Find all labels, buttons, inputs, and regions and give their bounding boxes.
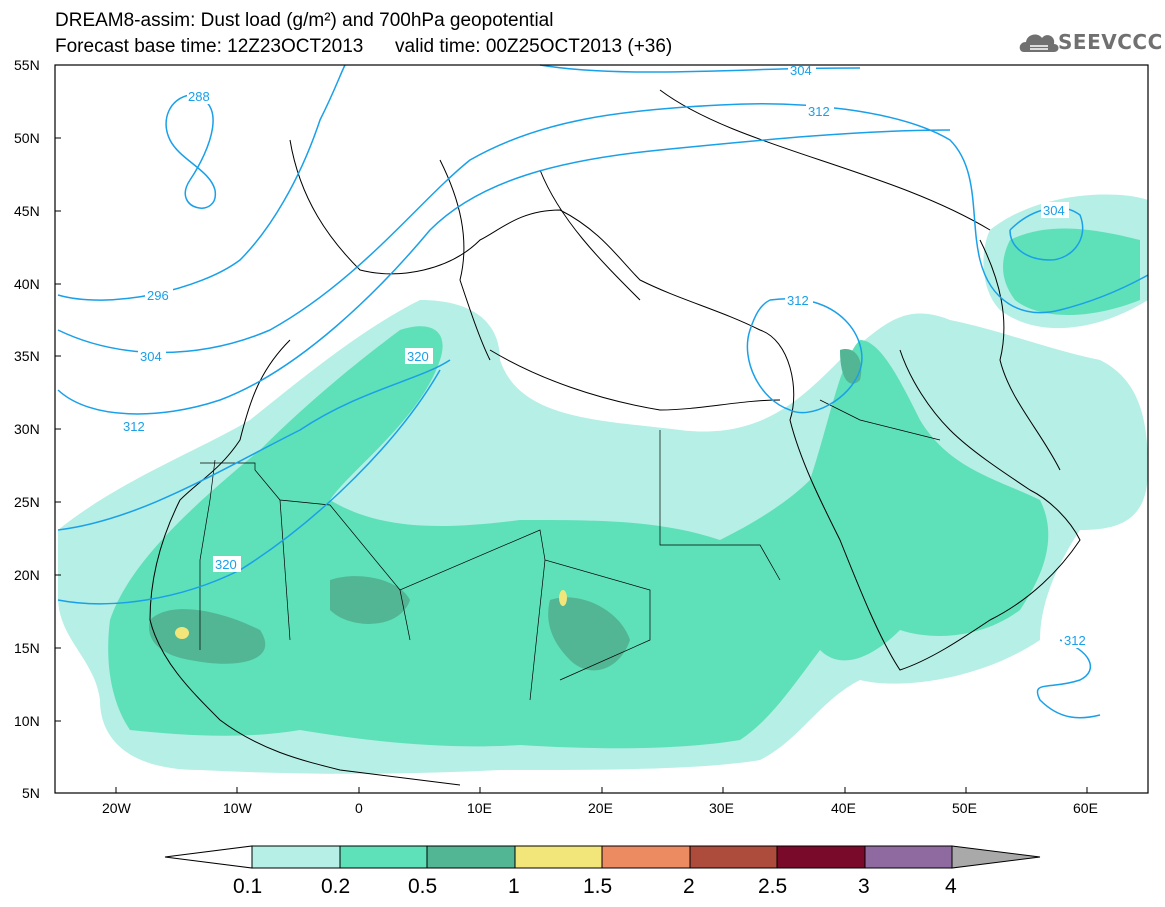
lon-label-20w: 20W [102, 800, 132, 816]
colorbar-swatch-1 [251, 845, 341, 869]
dust-region-medium-caspian [1003, 228, 1140, 315]
contour-label-296: 296 [147, 288, 169, 303]
lon-label-20e: 20E [588, 800, 613, 816]
colorbar-swatch-4 [514, 845, 603, 869]
colorbar-swatch-7 [776, 845, 866, 869]
borders [199, 399, 941, 701]
colorbar-label-0.2: 0.2 [321, 875, 350, 898]
lat-label-15n: 15N [14, 640, 40, 656]
longitude-axis: 20W 10W 0 10E 20E 30E 40E 50E 60E [102, 787, 1098, 816]
contour-label-312-mid: 312 [787, 293, 809, 308]
dust-region-dark-4 [840, 349, 862, 384]
colorbar-label-1: 1 [508, 875, 520, 898]
lat-label-40n: 40N [14, 276, 40, 292]
colorbar: 0.1 0.2 0.5 1 1.5 2 2.5 3 4 [164, 845, 1041, 898]
colorbar-label-0.5: 0.5 [408, 875, 437, 898]
contour-labels: 288 296 304 312 320 320 304 312 312 304 … [121, 63, 1090, 648]
colorbar-high-arrow [951, 845, 1041, 869]
latitude-axis: 55N 50N 45N 40N 35N 30N 25N 20N 15N 10N … [14, 57, 61, 801]
lon-label-30e: 30E [709, 800, 734, 816]
logo-text: SEEVCCC [1058, 30, 1163, 54]
geopotential-contours [57, 64, 1149, 719]
cloud-logo-icon [1019, 34, 1059, 52]
lat-label-55n: 55N [14, 57, 40, 73]
colorbar-swatch-6 [689, 845, 778, 869]
lon-label-60e: 60E [1073, 800, 1098, 816]
title-line-1: DREAM8-assim: Dust load (g/m²) and 700hP… [55, 10, 554, 31]
dust-spot-yellow-1 [175, 627, 189, 639]
colorbar-label-2.5: 2.5 [758, 875, 787, 898]
contour-label-304: 304 [140, 349, 162, 364]
colorbar-label-3: 3 [858, 875, 870, 898]
colorbar-label-0.1: 0.1 [233, 875, 262, 898]
dust-region-dark-3 [548, 597, 630, 671]
dust-region-medium [108, 326, 1049, 749]
lat-label-20n: 20N [14, 567, 40, 583]
lon-label-0: 0 [355, 800, 363, 816]
dust-spot-yellow-2 [559, 590, 567, 606]
lon-label-10e: 10E [467, 800, 492, 816]
colorbar-label-2: 2 [683, 875, 695, 898]
contour-label-304-top: 304 [790, 63, 812, 78]
contour-label-320b: 320 [215, 557, 237, 572]
lat-label-25n: 25N [14, 494, 40, 510]
lat-label-45n: 45N [14, 203, 40, 219]
title-line-2: Forecast base time: 12Z23OCT2013 valid t… [55, 36, 673, 57]
lon-label-40e: 40E [831, 800, 856, 816]
contour-label-312-top: 312 [808, 104, 830, 119]
contour-label-312: 312 [123, 419, 145, 434]
colorbar-label-4: 4 [945, 875, 957, 898]
lat-label-30n: 30N [14, 421, 40, 437]
lat-label-50n: 50N [14, 130, 40, 146]
colorbar-swatch-3 [426, 845, 516, 869]
dust-region-dark [149, 609, 266, 664]
colorbar-low-arrow [164, 845, 253, 869]
coastlines [149, 89, 1081, 786]
colorbar-swatch-8 [864, 845, 953, 869]
lat-label-5n: 5N [22, 785, 40, 801]
colorbar-swatch-5 [601, 845, 691, 869]
colorbar-swatch-2 [339, 845, 428, 869]
lat-label-35n: 35N [14, 348, 40, 364]
contour-label-304-east: 304 [1043, 203, 1065, 218]
contour-label-320a: 320 [407, 349, 429, 364]
lon-label-50e: 50E [952, 800, 977, 816]
lat-label-10n: 10N [14, 713, 40, 729]
contour-label-288: 288 [188, 89, 210, 104]
lon-label-10w: 10W [223, 800, 253, 816]
colorbar-label-1.5: 1.5 [583, 875, 612, 898]
contour-label-312-east: 312 [1064, 633, 1086, 648]
dust-region-dark-2 [330, 576, 410, 624]
